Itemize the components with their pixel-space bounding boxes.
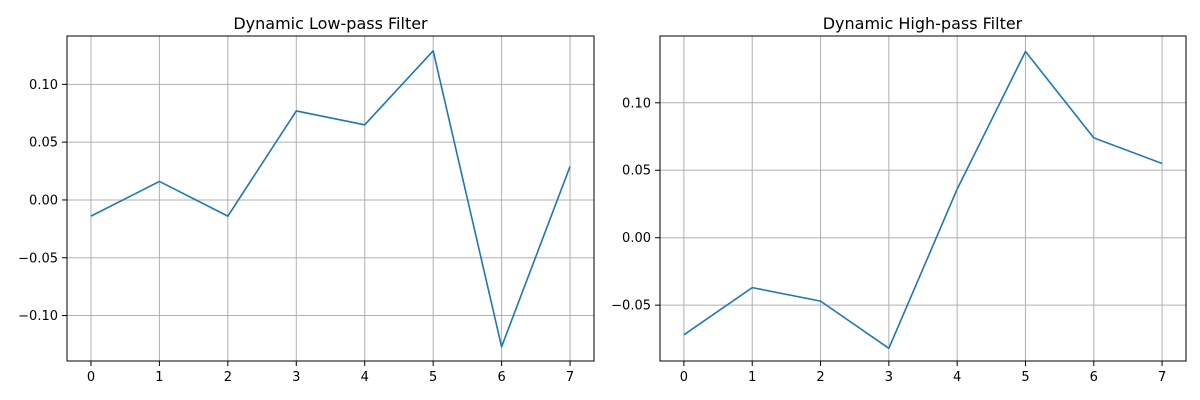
x-tick-label: 7 — [566, 370, 574, 385]
y-tick-label: 0.00 — [29, 193, 58, 208]
chart-panel-low-pass: Dynamic Low-pass Filter 0 1 2 3 4 5 6 7 −0.10 −0.… — [18, 14, 595, 385]
chart-title: Dynamic Low-pass Filter — [233, 14, 428, 33]
plot-area-frame — [659, 35, 1187, 362]
x-tick-label: 0 — [680, 370, 688, 385]
chart-panel-high-pass: Dynamic High-pass Filter 0 1 2 3 4 5 6 7 −0.05 0.… — [611, 14, 1187, 385]
x-tick-label: 6 — [1090, 370, 1098, 385]
y-tick-label: 0.10 — [622, 96, 651, 111]
x-tick-label: 6 — [497, 370, 505, 385]
x-tick-label: 0 — [87, 370, 95, 385]
x-tick-label: 4 — [953, 370, 961, 385]
y-tick-label: 0.05 — [622, 164, 651, 179]
chart-title: Dynamic High-pass Filter — [823, 14, 1023, 33]
x-tick-label: 3 — [292, 370, 300, 385]
y-tick-label: 0.05 — [29, 136, 58, 151]
x-tick-label: 3 — [885, 370, 893, 385]
x-tick-label: 5 — [1021, 370, 1029, 385]
y-tick-label: −0.05 — [611, 299, 651, 314]
x-tick-label: 7 — [1158, 370, 1166, 385]
series-line — [90, 49, 571, 348]
x-tick-label: 2 — [816, 370, 824, 385]
series-line — [683, 50, 1163, 350]
x-tick-label: 2 — [224, 370, 232, 385]
x-tick-label: 1 — [155, 370, 163, 385]
x-tick-label: 5 — [429, 370, 437, 385]
x-tick-label: 4 — [361, 370, 369, 385]
y-tick-label: −0.10 — [18, 309, 58, 324]
x-tick-label: 1 — [748, 370, 756, 385]
y-tick-label: −0.05 — [18, 251, 58, 266]
plot-area-frame — [66, 35, 595, 362]
y-tick-label: 0.00 — [622, 231, 651, 246]
y-tick-label: 0.10 — [29, 78, 58, 93]
